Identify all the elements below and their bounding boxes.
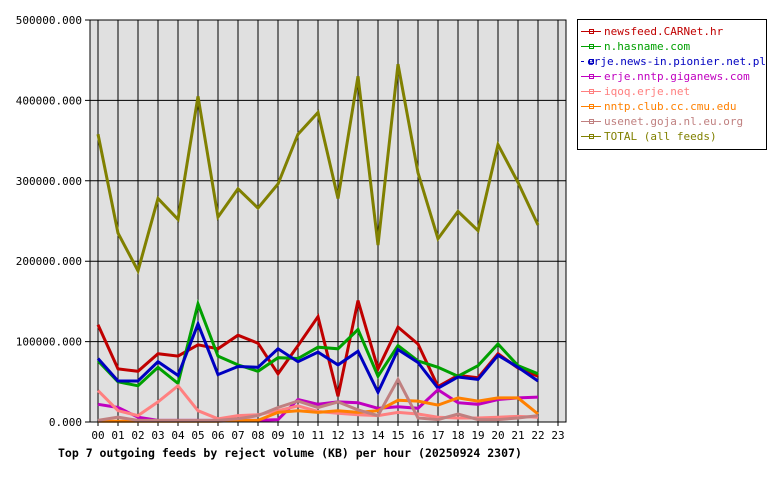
- legend-line-marker-icon: [581, 44, 601, 49]
- legend-line-marker-icon: [581, 74, 601, 79]
- x-tick-label: 18: [451, 429, 464, 442]
- x-tick-label: 01: [111, 429, 124, 442]
- legend-line-marker-icon: [581, 89, 601, 94]
- x-tick-label: 23: [551, 429, 564, 442]
- legend-line-marker-icon: [581, 59, 595, 64]
- x-tick-label: 21: [511, 429, 524, 442]
- x-tick-label: 11: [311, 429, 324, 442]
- series-lines: [96, 63, 540, 423]
- x-tick-label: 05: [191, 429, 204, 442]
- x-tick-label: 04: [171, 429, 185, 442]
- x-tick-label: 14: [371, 429, 385, 442]
- legend-item: TOTAL (all feeds): [578, 129, 766, 144]
- series-line: [97, 376, 539, 422]
- legend-label: iqoq.erje.net: [604, 85, 691, 98]
- x-tick-label: 17: [431, 429, 444, 442]
- x-axis: 00 01 02 03 04 05 06 07 08 09 10 11 12 13 14 15 16 17 18 19…: [91, 429, 564, 442]
- legend-line-marker-icon: [581, 119, 601, 124]
- y-tick-label: 200000.000: [16, 255, 82, 268]
- legend-item: nntp.club.cc.cmu.edu: [578, 99, 766, 114]
- series-line: [96, 319, 539, 396]
- series-line: [96, 63, 540, 275]
- y-tick-label: 100000.000: [16, 336, 82, 349]
- legend: newsfeed.CARNet.hr n.hasname.com erje.news…: [577, 19, 767, 150]
- y-tick-label: 0.000: [49, 416, 82, 429]
- x-tick-label: 22: [531, 429, 544, 442]
- legend-item: erje.news-in.pionier.net.pl: [578, 54, 766, 69]
- chart-title: Top 7 outgoing feeds by reject volume (K…: [58, 446, 522, 460]
- x-tick-label: 10: [291, 429, 304, 442]
- x-tick-label: 19: [471, 429, 484, 442]
- legend-item: n.hasname.com: [578, 39, 766, 54]
- x-tick-label: 13: [351, 429, 364, 442]
- legend-line-marker-icon: [581, 134, 601, 139]
- x-tick-label: 06: [211, 429, 224, 442]
- y-axis: 0.000 100000.000 200000.000 300000.000 40000…: [16, 14, 82, 429]
- x-tick-label: 09: [271, 429, 284, 442]
- x-tick-label: 00: [91, 429, 104, 442]
- legend-item: usenet.goja.nl.eu.org: [578, 114, 766, 129]
- x-tick-label: 03: [151, 429, 164, 442]
- x-tick-label: 08: [251, 429, 264, 442]
- legend-label: n.hasname.com: [604, 40, 691, 53]
- legend-item: newsfeed.CARNet.hr: [578, 24, 766, 39]
- legend-line-marker-icon: [581, 104, 601, 109]
- y-tick-label: 500000.000: [16, 14, 82, 27]
- series-line: [96, 298, 539, 388]
- legend-label: nntp.club.cc.cmu.edu: [604, 100, 737, 113]
- x-tick-label: 20: [491, 429, 504, 442]
- legend-label: newsfeed.CARNet.hr: [604, 25, 724, 38]
- x-tick-label: 15: [391, 429, 404, 442]
- y-tick-label: 400000.000: [16, 94, 82, 107]
- legend-item: iqoq.erje.net: [578, 84, 766, 99]
- x-tick-label: 16: [411, 429, 424, 442]
- legend-label: usenet.goja.nl.eu.org: [604, 115, 744, 128]
- legend-item: erje.nntp.giganews.com: [578, 69, 766, 84]
- y-tick-label: 300000.000: [16, 175, 82, 188]
- series-line: [96, 300, 539, 397]
- plot-border: [89, 19, 567, 423]
- x-tick-label: 02: [131, 429, 144, 442]
- x-tick-label: 07: [231, 429, 244, 442]
- legend-label: TOTAL (all feeds): [604, 130, 717, 143]
- legend-label: erje.nntp.giganews.com: [604, 70, 750, 83]
- legend-label: erje.news-in.pionier.net.pl: [587, 55, 766, 68]
- x-tick-label: 12: [331, 429, 344, 442]
- legend-line-marker-icon: [581, 29, 601, 34]
